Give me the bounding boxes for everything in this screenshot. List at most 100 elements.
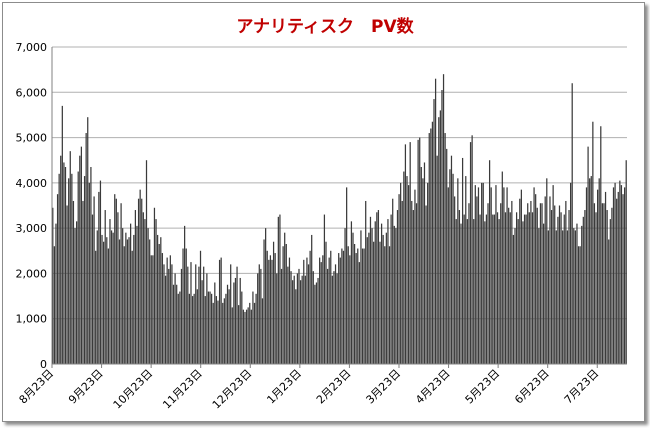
bar	[169, 255, 171, 364]
bar	[245, 309, 248, 364]
bar	[519, 198, 521, 364]
bar	[91, 214, 94, 364]
bar	[468, 203, 470, 364]
bar	[217, 300, 219, 364]
bar	[215, 296, 218, 364]
bar	[185, 248, 187, 364]
bar	[350, 221, 353, 364]
bar	[218, 259, 221, 364]
bar	[466, 219, 468, 364]
bar	[163, 264, 165, 364]
bar	[609, 219, 611, 364]
bar	[512, 234, 515, 364]
bar	[550, 210, 553, 364]
x-tick-label: 1月23日	[264, 367, 304, 407]
bar	[590, 176, 592, 364]
bar	[358, 262, 360, 364]
bar	[255, 293, 257, 364]
bar	[295, 289, 297, 364]
bar	[55, 223, 57, 364]
bar	[527, 203, 529, 364]
bar	[130, 223, 132, 364]
bar	[565, 200, 567, 364]
bar	[209, 291, 211, 364]
bar	[317, 277, 319, 364]
bar	[106, 237, 108, 364]
bar	[276, 273, 278, 364]
bar	[336, 273, 338, 364]
bar	[236, 266, 238, 364]
x-axis-ticks: 8月23日 9月23日 10月23日 11月23日 12月23日 1月23日 2月23日 3月…	[17, 364, 602, 411]
bar	[269, 255, 272, 364]
bar	[579, 246, 581, 364]
bar	[441, 90, 443, 365]
bar	[64, 167, 67, 364]
bar	[112, 232, 114, 364]
bar	[430, 128, 432, 364]
bar	[285, 243, 287, 364]
bar	[592, 121, 594, 364]
y-tick-label: 1,000	[16, 313, 48, 326]
y-tick-label: 4,000	[16, 177, 48, 190]
bar	[341, 248, 343, 364]
bar	[117, 212, 119, 364]
bar	[193, 293, 195, 364]
bar	[496, 212, 499, 364]
bar	[120, 203, 122, 364]
bar	[555, 230, 557, 364]
bar	[577, 246, 580, 364]
bar	[396, 210, 399, 364]
bar	[252, 291, 254, 364]
bar	[83, 176, 86, 364]
bar	[569, 182, 572, 364]
bar	[241, 291, 243, 364]
bar	[87, 117, 89, 364]
bar	[142, 212, 144, 364]
bar	[198, 266, 200, 364]
bar	[522, 221, 524, 364]
bar	[584, 210, 586, 364]
bar	[487, 203, 489, 364]
x-tick-label: 7月23日	[562, 367, 602, 407]
bar	[422, 178, 424, 364]
bar	[279, 214, 281, 364]
bar	[477, 187, 480, 364]
bar	[196, 289, 198, 364]
bar	[131, 250, 133, 364]
x-tick-label: 2月23日	[314, 367, 354, 407]
bar	[404, 144, 407, 364]
bar	[80, 146, 83, 364]
bar	[322, 255, 324, 364]
bar	[287, 266, 289, 364]
bar	[233, 282, 235, 364]
bar	[98, 191, 100, 364]
bar	[174, 273, 176, 364]
bar	[536, 207, 538, 364]
bar	[373, 241, 375, 364]
bar	[53, 246, 56, 364]
bar	[390, 214, 392, 364]
bar	[549, 196, 551, 364]
bar	[417, 139, 419, 364]
bar	[122, 228, 124, 364]
bar	[371, 228, 373, 364]
bar	[368, 232, 370, 364]
bar	[136, 225, 138, 364]
bar	[488, 160, 491, 364]
bar	[303, 259, 305, 364]
bar	[188, 293, 191, 364]
bar	[182, 248, 184, 364]
bar	[333, 271, 335, 364]
bar	[110, 230, 113, 364]
bar	[77, 171, 79, 364]
bar	[385, 232, 387, 364]
bar	[158, 243, 160, 364]
bar	[299, 280, 302, 364]
bar	[277, 216, 279, 364]
bar	[99, 180, 102, 364]
bar	[328, 257, 330, 364]
bar	[347, 246, 349, 364]
bar	[476, 196, 478, 364]
y-axis-ticks: 0 1,000 2,000 3,000 4,000 5,000 6,000 7,000	[16, 41, 48, 371]
bar	[115, 198, 117, 364]
